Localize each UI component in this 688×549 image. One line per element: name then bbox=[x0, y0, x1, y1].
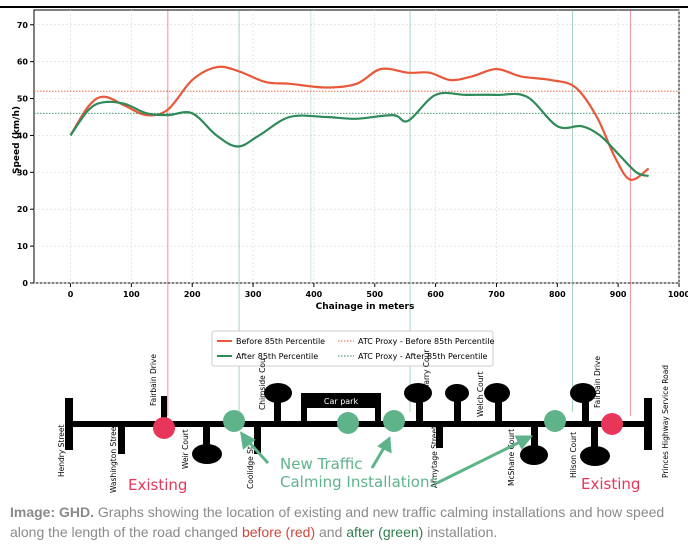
street-coolidge: Coolidge St bbox=[246, 446, 255, 489]
street-fairbain-right: Fairbain Drive bbox=[593, 356, 602, 408]
y-tick-label: 10 bbox=[17, 242, 29, 251]
existing-installation-left bbox=[153, 417, 175, 439]
y-tick-labels: 0 10 20 30 40 50 60 70 bbox=[17, 21, 29, 288]
street-chimside: Chimside Cou bbox=[258, 358, 267, 410]
series-line-0 bbox=[69, 65, 650, 181]
x-tick-label: 1000 bbox=[668, 290, 688, 299]
caption-lead: Image: GHD. bbox=[10, 504, 95, 520]
car-park-label: Car park bbox=[324, 397, 359, 406]
plot-area bbox=[33, 9, 680, 284]
legend: Before 85th Percentile After 85th Percen… bbox=[211, 330, 494, 367]
street-mcshane: McShane Court bbox=[507, 429, 516, 486]
street-weir: Weir Court bbox=[181, 429, 190, 469]
series bbox=[34, 65, 679, 181]
y-tick-label: 20 bbox=[17, 205, 29, 214]
street-hilson: Hilson Court bbox=[569, 432, 578, 478]
street-hendry: Hendry Street bbox=[57, 424, 66, 477]
street-princes: Princes Highway Service Road bbox=[661, 365, 670, 478]
x-axis-label: Chainage in meters bbox=[316, 302, 415, 312]
label-new-line2: Calming Installations bbox=[280, 473, 437, 491]
arrow-to-install-4 bbox=[436, 439, 523, 485]
y-tick-label: 30 bbox=[17, 168, 29, 177]
caption-text-2: and bbox=[315, 524, 347, 540]
x-tick-label: 100 bbox=[123, 290, 140, 299]
new-installation-4 bbox=[544, 410, 566, 432]
label-existing-left: Existing bbox=[128, 476, 187, 494]
legend-atc-after: ATC Proxy - After 85th Percentile bbox=[358, 352, 488, 361]
y-tick-label: 60 bbox=[17, 58, 29, 67]
x-tick-label: 0 bbox=[68, 290, 74, 299]
y-axis-label: Speed (km/h) bbox=[12, 106, 22, 174]
x-tick-label: 900 bbox=[610, 290, 627, 299]
street-washington: Washington Street bbox=[109, 424, 118, 493]
label-existing-right: Existing bbox=[581, 475, 640, 493]
caption-before: before (red) bbox=[241, 524, 316, 540]
x-tick-label: 700 bbox=[488, 290, 505, 299]
y-tick-label: 0 bbox=[22, 279, 28, 288]
grid bbox=[30, 10, 680, 287]
x-tick-label: 800 bbox=[549, 290, 566, 299]
new-installation-3 bbox=[383, 410, 405, 432]
street-armytage: Armytage Street bbox=[430, 426, 439, 488]
x-tick-label: 400 bbox=[306, 290, 323, 299]
legend-atc-before: ATC Proxy - Before 85th Percentile bbox=[358, 337, 494, 346]
x-tick-label: 600 bbox=[427, 290, 444, 299]
street-fairbain-left: Fairbain Drive bbox=[149, 354, 158, 406]
existing-installation-right bbox=[601, 413, 623, 435]
x-tick-label: 300 bbox=[245, 290, 262, 299]
series-line-1 bbox=[69, 91, 649, 178]
street-welch: Welch Court bbox=[476, 371, 485, 417]
x-tick-labels: 0 100 200 300 400 500 600 700 800 900 1000 bbox=[68, 290, 688, 299]
y-tick-label: 70 bbox=[17, 21, 29, 30]
x-tick-label: 500 bbox=[366, 290, 383, 299]
road-diagram: Car park Hendry Street Washington Street… bbox=[57, 349, 670, 494]
legend-before: Before 85th Percentile bbox=[236, 337, 325, 346]
caption-text-1: Graphs showing the location of existing … bbox=[10, 504, 665, 540]
chart-figure: 0 100 200 300 400 500 600 700 800 900 1000 0 10 20 30… bbox=[0, 6, 688, 494]
street-mcharry: Mcharry Cour bbox=[422, 349, 431, 400]
legend-after: After 85th Percentile bbox=[236, 352, 318, 361]
y-tick-label: 40 bbox=[17, 131, 29, 140]
figure-caption: Image: GHD. Graphs showing the location … bbox=[10, 502, 678, 542]
label-new-line1: New Traffic bbox=[280, 455, 363, 473]
new-installation-1 bbox=[223, 410, 245, 432]
caption-text-3: installation. bbox=[423, 524, 498, 540]
y-tick-label: 50 bbox=[17, 95, 29, 104]
new-installation-2 bbox=[337, 412, 359, 434]
arrow-to-install-3 bbox=[370, 445, 387, 469]
car-park bbox=[301, 393, 381, 408]
caption-after: after (green) bbox=[346, 524, 424, 540]
x-tick-label: 200 bbox=[184, 290, 201, 299]
